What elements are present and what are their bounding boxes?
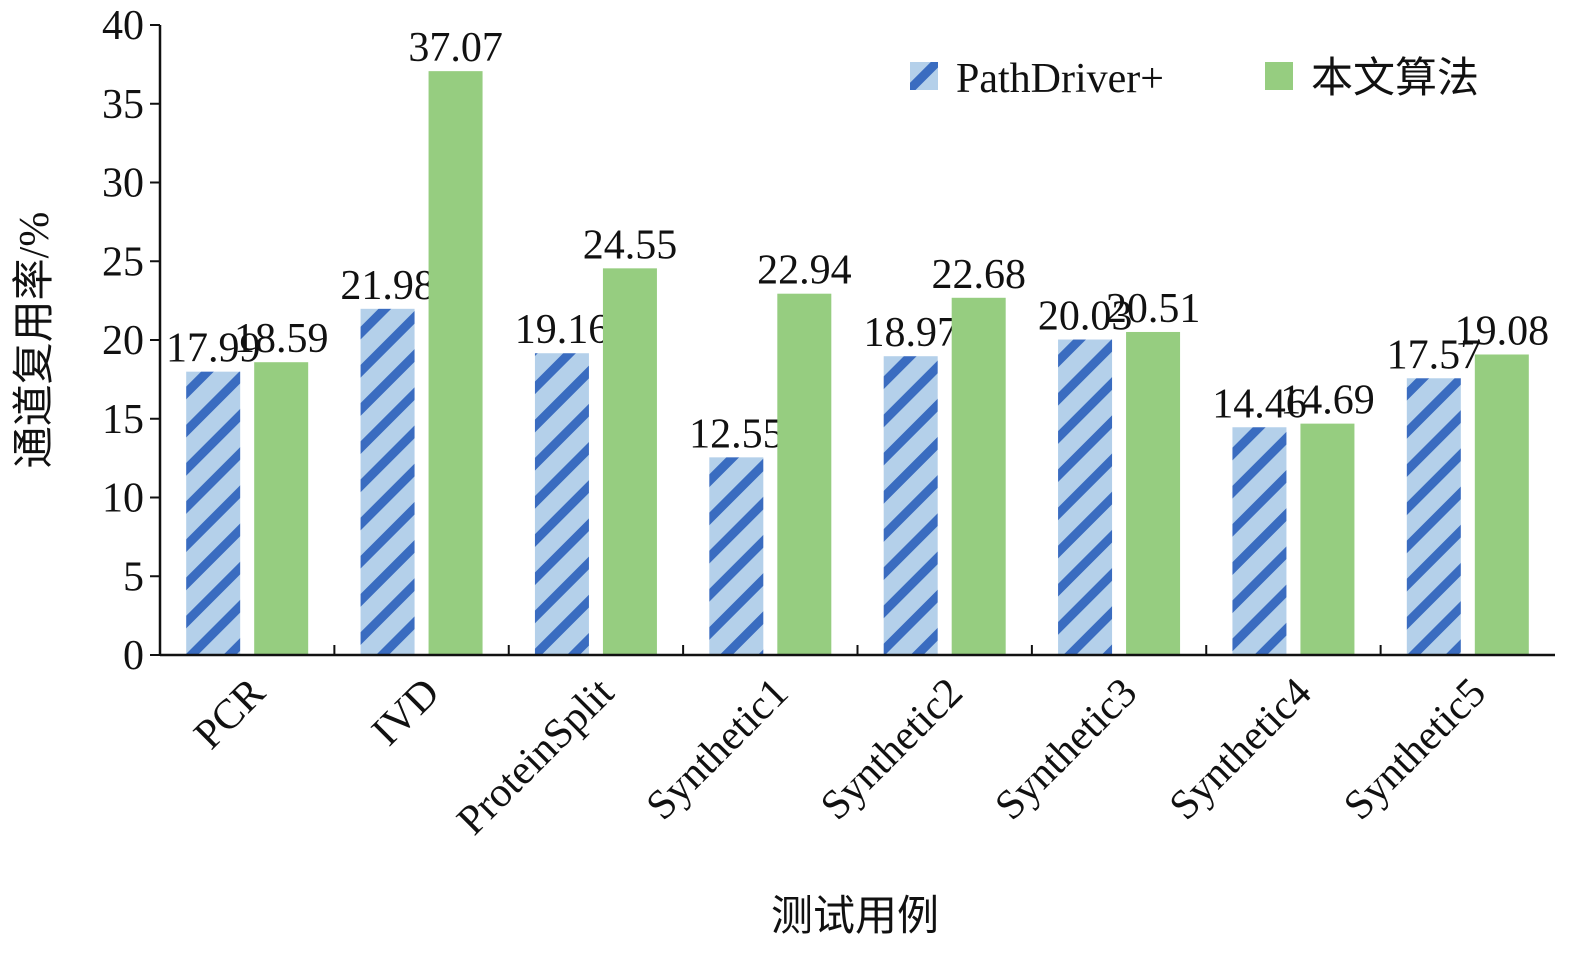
bar bbox=[360, 308, 415, 655]
data-label: 17.57 bbox=[1387, 332, 1482, 378]
data-label: 24.55 bbox=[583, 222, 678, 268]
bar bbox=[186, 371, 241, 655]
x-tick-label: Synthetic5 bbox=[1335, 670, 1495, 830]
y-axis-title: 通道复用率/% bbox=[11, 212, 58, 469]
y-tick-label: 40 bbox=[102, 3, 144, 49]
bar bbox=[709, 457, 764, 655]
y-tick-label: 0 bbox=[123, 633, 144, 679]
bar bbox=[1058, 339, 1113, 655]
bar bbox=[1474, 354, 1529, 655]
data-label: 18.59 bbox=[234, 316, 329, 362]
bar bbox=[951, 297, 1006, 655]
bar bbox=[1406, 378, 1461, 655]
bar bbox=[428, 71, 483, 655]
x-tick-label: IVD bbox=[363, 670, 448, 755]
data-label: 12.55 bbox=[689, 411, 784, 457]
y-tick-label: 25 bbox=[102, 239, 144, 285]
bar bbox=[254, 362, 309, 655]
data-label: 19.16 bbox=[515, 307, 610, 353]
data-label: 21.98 bbox=[340, 263, 435, 309]
data-label: 20.51 bbox=[1106, 286, 1201, 332]
data-label: 37.07 bbox=[408, 25, 503, 71]
y-tick-label: 5 bbox=[123, 554, 144, 600]
bar bbox=[602, 268, 657, 655]
data-label: 22.68 bbox=[931, 252, 1026, 298]
x-tick-label: ProteinSplit bbox=[449, 669, 624, 844]
bar bbox=[1300, 423, 1355, 655]
bar bbox=[1232, 427, 1287, 655]
legend-swatch bbox=[1265, 62, 1293, 90]
bar bbox=[883, 356, 938, 655]
legend-label: 本文算法 bbox=[1311, 55, 1479, 102]
y-tick-label: 10 bbox=[102, 476, 144, 522]
x-tick-label: Synthetic3 bbox=[987, 670, 1147, 830]
data-label: 19.08 bbox=[1455, 308, 1550, 354]
x-tick-label: Synthetic1 bbox=[638, 670, 798, 830]
legend-swatch bbox=[910, 62, 938, 90]
y-tick-label: 15 bbox=[102, 397, 144, 443]
x-axis-title: 测试用例 bbox=[771, 894, 939, 940]
data-label: 17.99 bbox=[166, 326, 261, 372]
y-tick-label: 20 bbox=[102, 318, 144, 364]
data-label: 14.46 bbox=[1212, 381, 1307, 427]
bar bbox=[777, 293, 832, 655]
y-tick-label: 35 bbox=[102, 82, 144, 128]
x-tick-label: Synthetic2 bbox=[812, 670, 972, 830]
bar bbox=[534, 353, 589, 655]
bar bbox=[1126, 331, 1181, 655]
data-label: 18.97 bbox=[863, 310, 958, 356]
data-label: 20.03 bbox=[1038, 294, 1133, 340]
x-tick-label: PCR bbox=[186, 670, 275, 759]
data-label: 14.69 bbox=[1280, 378, 1375, 424]
y-tick-label: 30 bbox=[102, 161, 144, 207]
data-label: 22.94 bbox=[757, 248, 852, 294]
x-tick-label: Synthetic4 bbox=[1161, 670, 1321, 830]
legend-label: PathDriver+ bbox=[956, 56, 1164, 102]
